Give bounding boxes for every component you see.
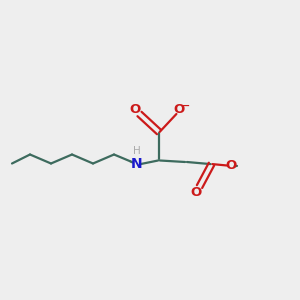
Text: O: O — [174, 103, 185, 116]
Text: N: N — [131, 157, 142, 170]
Text: O: O — [225, 159, 237, 172]
Text: O: O — [130, 103, 141, 116]
Text: −: − — [181, 100, 191, 111]
Text: H: H — [133, 146, 140, 156]
Text: O: O — [190, 185, 202, 199]
